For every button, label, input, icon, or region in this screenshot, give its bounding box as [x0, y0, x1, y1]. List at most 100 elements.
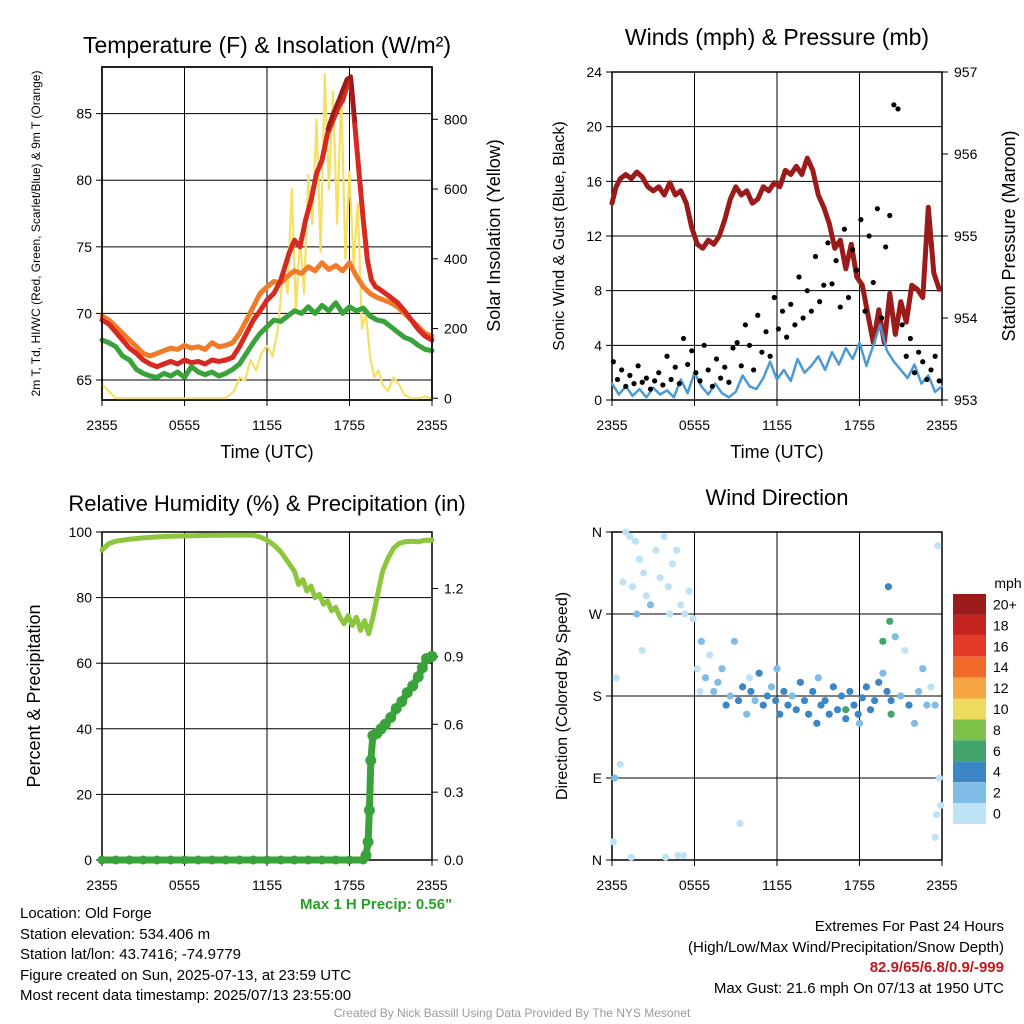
direction-point: [855, 719, 864, 727]
chart-title: Wind Direction: [705, 485, 848, 510]
gust-point: [924, 376, 930, 383]
y2-tick-label: 956: [954, 146, 978, 162]
direction-point: [887, 710, 895, 718]
y-tick-label: E: [593, 770, 602, 786]
extremes-fields: (High/Low/Max Wind/Precipitation/Snow De…: [688, 938, 1004, 956]
direction-point: [662, 853, 670, 861]
gust-point: [841, 226, 847, 232]
legend-unit: mph: [994, 575, 1021, 591]
direction-point: [809, 687, 817, 696]
direction-point: [673, 546, 681, 554]
x-tick-label: 1155: [762, 417, 792, 433]
legend-swatch: [953, 698, 986, 720]
direction-point: [736, 819, 744, 828]
x-tick-label: 2355: [596, 877, 627, 893]
direction-point: [656, 573, 664, 582]
direction-point: [838, 692, 846, 700]
y2-tick-label: 400: [444, 251, 468, 267]
station-info: Location: Old Forge Station elevation: 5…: [20, 904, 351, 1007]
direction-point: [693, 665, 701, 673]
gust-point: [726, 379, 732, 385]
gust-point: [680, 335, 687, 342]
direction-point: [886, 617, 894, 625]
legend-label: 20+: [993, 596, 1017, 612]
gust-point: [676, 381, 682, 387]
y2-tick-label: 200: [444, 321, 468, 337]
direction-point: [706, 651, 714, 659]
direction-point: [652, 546, 660, 554]
y-tick-label: N: [592, 524, 602, 540]
gust-point: [928, 367, 934, 373]
y-tick-label: 80: [76, 590, 92, 606]
max-precip-label: Max 1 H Precip: 0.56": [300, 896, 453, 913]
gust-point: [685, 361, 691, 368]
direction-point: [640, 569, 648, 577]
x-tick-label: 2355: [926, 877, 957, 893]
direction-point: [846, 687, 854, 696]
y2-tick-label: 600: [444, 181, 468, 197]
speed-legend: mph 20+ 18 16 14 12 10 8 6 4 2 0: [953, 575, 1022, 824]
y2-tick-label: 954: [954, 310, 978, 326]
legend-label: 18: [993, 617, 1009, 633]
gust-point: [709, 383, 715, 389]
direction-point: [767, 683, 776, 691]
gust-point: [697, 378, 703, 384]
gust-point: [693, 370, 699, 376]
chart-panel-2: 2355 0555 1155 1755 2355 0 4 8 12 16 20 24 953 954 955…: [551, 24, 1019, 462]
direction-point: [747, 687, 755, 696]
direction-point: [714, 678, 722, 686]
gust-point: [738, 363, 744, 369]
direction-point: [612, 674, 620, 682]
gust-point: [672, 364, 678, 370]
direction-point: [668, 560, 677, 568]
direction-point: [897, 692, 905, 700]
direction-point: [919, 665, 927, 673]
direction-point: [635, 555, 644, 563]
pressure-line: [609, 155, 942, 346]
legend-swatch: [953, 740, 986, 762]
gust-point: [862, 308, 868, 314]
rh-line: [99, 532, 435, 637]
legend-label: 10: [993, 701, 1009, 717]
direction-point: [611, 774, 619, 782]
gust-point: [718, 375, 724, 381]
direction-point: [910, 719, 919, 727]
location-text: Location: Old Forge: [20, 905, 152, 922]
y-tick-label: 0: [594, 392, 602, 408]
gust-point: [656, 370, 662, 376]
y-axis-label-left: Direction (Colored By Speed): [554, 592, 571, 800]
direction-point: [642, 592, 650, 600]
x-tick-label: 1755: [334, 417, 365, 433]
direction-point: [813, 719, 821, 727]
direction-point: [633, 610, 641, 618]
gust-point: [759, 349, 765, 355]
direction-point: [679, 851, 688, 860]
y-tick-label: 70: [76, 305, 92, 321]
y-tick-label: 0: [84, 852, 92, 868]
gust-point: [664, 353, 670, 359]
direction-point: [879, 669, 887, 677]
direction-point: [805, 710, 813, 718]
gust-point: [837, 304, 843, 310]
direction-point: [755, 669, 763, 677]
gust-point: [911, 370, 918, 376]
y2-tick-label: 955: [954, 228, 978, 244]
gust-point: [643, 375, 649, 381]
y2-tick-label: 800: [444, 111, 468, 127]
direction-point: [825, 710, 833, 718]
x-tick-label: 1755: [334, 877, 365, 893]
gust-point: [932, 353, 938, 359]
gust-point: [858, 217, 864, 223]
direction-point: [879, 637, 887, 645]
gust-point: [746, 342, 753, 348]
gust-point: [627, 372, 633, 378]
gust-point: [660, 382, 666, 388]
chart-title: Temperature (F) & Insolation (W/m²): [83, 32, 451, 58]
x-tick-label: 0555: [679, 417, 710, 433]
direction-point: [814, 674, 822, 682]
direction-point: [905, 701, 913, 709]
direction-point: [796, 678, 804, 686]
direction-point: [627, 853, 635, 861]
direction-point: [927, 683, 935, 691]
direction-point: [792, 706, 800, 714]
